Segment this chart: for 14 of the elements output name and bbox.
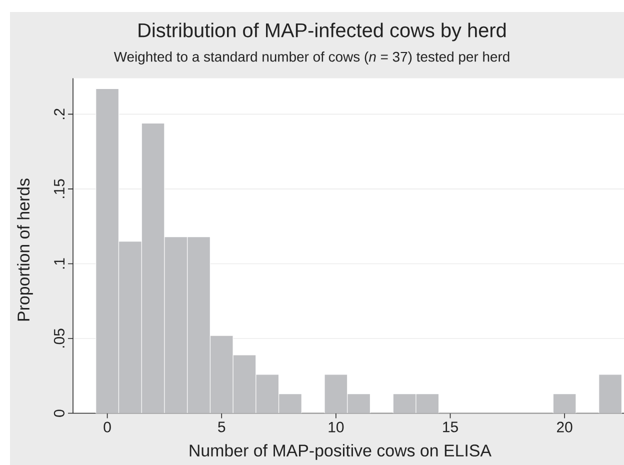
chart-subtitle: Weighted to a standard number of cows (n = 37) tested per herd bbox=[114, 51, 510, 64]
y-tick-label: .1 bbox=[54, 258, 64, 269]
y-axis-title: Proportion of herds bbox=[17, 178, 33, 321]
x-tick-label: 0 bbox=[104, 422, 111, 432]
x-tick-label: 10 bbox=[328, 422, 344, 432]
x-tick-label: 20 bbox=[557, 422, 572, 432]
x-axis-title: Number of MAP-positive cows on ELISA bbox=[190, 444, 492, 460]
x-tick-label: 5 bbox=[218, 422, 226, 432]
x-tick-label: 15 bbox=[443, 422, 458, 432]
y-tick-label: .2 bbox=[54, 108, 64, 120]
y-tick-label: .15 bbox=[54, 179, 64, 198]
chart-title: Distribution of MAP-infected cows by herd bbox=[138, 22, 506, 42]
y-tick-label: 0 bbox=[54, 410, 64, 417]
y-tick-label: .05 bbox=[54, 328, 64, 348]
